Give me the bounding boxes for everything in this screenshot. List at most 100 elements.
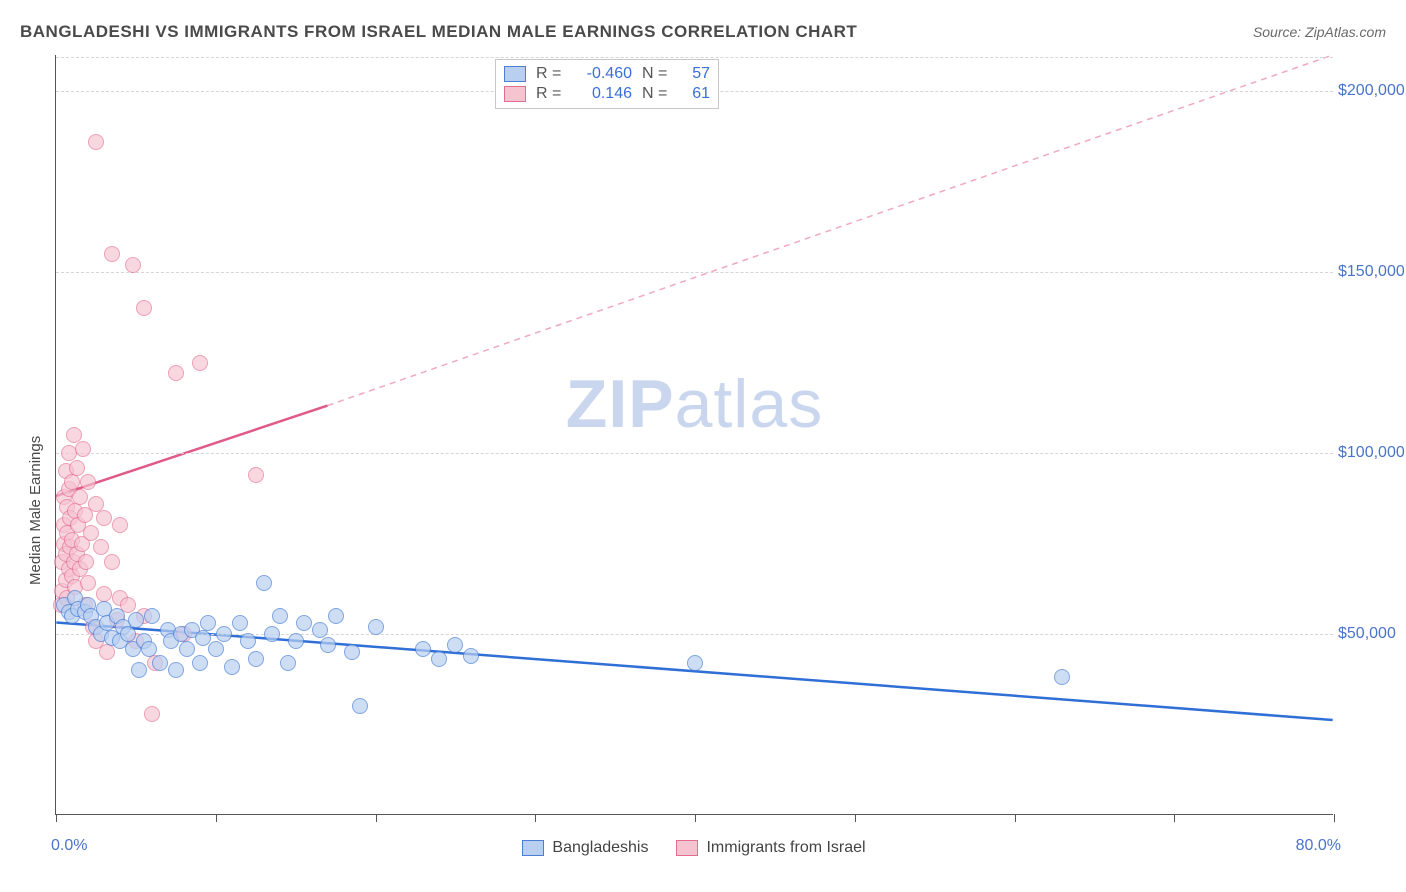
- scatter-point: [1054, 669, 1070, 685]
- watermark-rest: atlas: [675, 366, 824, 442]
- scatter-point: [152, 655, 168, 671]
- scatter-point: [168, 365, 184, 381]
- legend-label-blue: Bangladeshis: [552, 839, 648, 857]
- source-attribution: Source: ZipAtlas.com: [1253, 24, 1386, 40]
- scatter-point: [66, 427, 82, 443]
- scatter-point: [264, 626, 280, 642]
- legend-label-pink: Immigrants from Israel: [706, 839, 865, 857]
- n-value-pink: 61: [680, 85, 710, 103]
- scatter-point: [141, 641, 157, 657]
- x-tick: [1334, 814, 1335, 822]
- scatter-point: [288, 633, 304, 649]
- r-label: R =: [536, 85, 564, 103]
- scatter-point: [415, 641, 431, 657]
- scatter-point: [99, 644, 115, 660]
- r-value-blue: -0.460: [574, 65, 632, 83]
- scatter-point: [75, 441, 91, 457]
- scatter-point: [128, 612, 144, 628]
- scatter-point: [240, 633, 256, 649]
- n-label: N =: [642, 65, 670, 83]
- scatter-point: [80, 474, 96, 490]
- scatter-point: [144, 706, 160, 722]
- correlation-row-blue: R = -0.460 N = 57: [504, 64, 710, 84]
- scatter-point: [104, 554, 120, 570]
- x-tick: [376, 814, 377, 822]
- scatter-point: [256, 575, 272, 591]
- scatter-point: [168, 662, 184, 678]
- scatter-point: [192, 655, 208, 671]
- n-value-blue: 57: [680, 65, 710, 83]
- legend-swatch-blue: [522, 840, 544, 856]
- scatter-point: [296, 615, 312, 631]
- scatter-point: [224, 659, 240, 675]
- x-tick: [56, 814, 57, 822]
- gridline-h: [56, 57, 1333, 58]
- y-tick-label: $200,000: [1338, 82, 1406, 100]
- scatter-point: [125, 257, 141, 273]
- trend-lines: [56, 55, 1333, 814]
- plot-region: ZIPatlas $50,000$100,000$150,000$200,000: [55, 55, 1333, 815]
- x-tick: [1015, 814, 1016, 822]
- scatter-point: [248, 651, 264, 667]
- scatter-point: [431, 651, 447, 667]
- scatter-point: [136, 300, 152, 316]
- scatter-point: [248, 467, 264, 483]
- scatter-point: [328, 608, 344, 624]
- x-tick: [695, 814, 696, 822]
- scatter-point: [463, 648, 479, 664]
- scatter-point: [352, 698, 368, 714]
- scatter-point: [144, 608, 160, 624]
- scatter-point: [208, 641, 224, 657]
- source-prefix: Source:: [1253, 24, 1305, 40]
- legend-item-pink: Immigrants from Israel: [676, 839, 865, 857]
- y-tick-label: $50,000: [1338, 625, 1406, 643]
- scatter-point: [368, 619, 384, 635]
- y-tick-label: $100,000: [1338, 444, 1406, 462]
- x-tick: [1174, 814, 1175, 822]
- legend-item-blue: Bangladeshis: [522, 839, 648, 857]
- scatter-point: [447, 637, 463, 653]
- scatter-point: [112, 517, 128, 533]
- y-axis-label: Median Male Earnings: [27, 436, 44, 585]
- scatter-point: [78, 554, 94, 570]
- gridline-h: [56, 453, 1333, 454]
- scatter-point: [104, 246, 120, 262]
- x-tick: [855, 814, 856, 822]
- scatter-point: [179, 641, 195, 657]
- scatter-point: [96, 510, 112, 526]
- scatter-point: [72, 489, 88, 505]
- chart-title: BANGLADESHI VS IMMIGRANTS FROM ISRAEL ME…: [20, 22, 857, 42]
- r-label: R =: [536, 65, 564, 83]
- gridline-h: [56, 272, 1333, 273]
- scatter-point: [88, 134, 104, 150]
- watermark-bold: ZIP: [566, 366, 675, 442]
- legend-swatch-pink: [676, 840, 698, 856]
- scatter-point: [192, 355, 208, 371]
- scatter-point: [200, 615, 216, 631]
- scatter-point: [280, 655, 296, 671]
- r-value-pink: 0.146: [574, 85, 632, 103]
- scatter-point: [80, 575, 96, 591]
- scatter-point: [93, 539, 109, 555]
- correlation-legend: R = -0.460 N = 57 R = 0.146 N = 61: [495, 59, 719, 109]
- swatch-pink: [504, 86, 526, 102]
- scatter-point: [344, 644, 360, 660]
- series-legend: Bangladeshis Immigrants from Israel: [55, 839, 1333, 857]
- x-tick: [535, 814, 536, 822]
- y-tick-label: $150,000: [1338, 263, 1406, 281]
- correlation-row-pink: R = 0.146 N = 61: [504, 84, 710, 104]
- source-value: ZipAtlas.com: [1305, 24, 1386, 40]
- n-label: N =: [642, 85, 670, 103]
- scatter-point: [272, 608, 288, 624]
- scatter-point: [131, 662, 147, 678]
- scatter-point: [687, 655, 703, 671]
- scatter-point: [88, 496, 104, 512]
- swatch-blue: [504, 66, 526, 82]
- scatter-point: [320, 637, 336, 653]
- scatter-point: [69, 460, 85, 476]
- scatter-point: [83, 525, 99, 541]
- scatter-point: [216, 626, 232, 642]
- x-tick: [216, 814, 217, 822]
- watermark: ZIPatlas: [566, 365, 823, 443]
- chart-plot-area: ZIPatlas $50,000$100,000$150,000$200,000…: [55, 55, 1333, 815]
